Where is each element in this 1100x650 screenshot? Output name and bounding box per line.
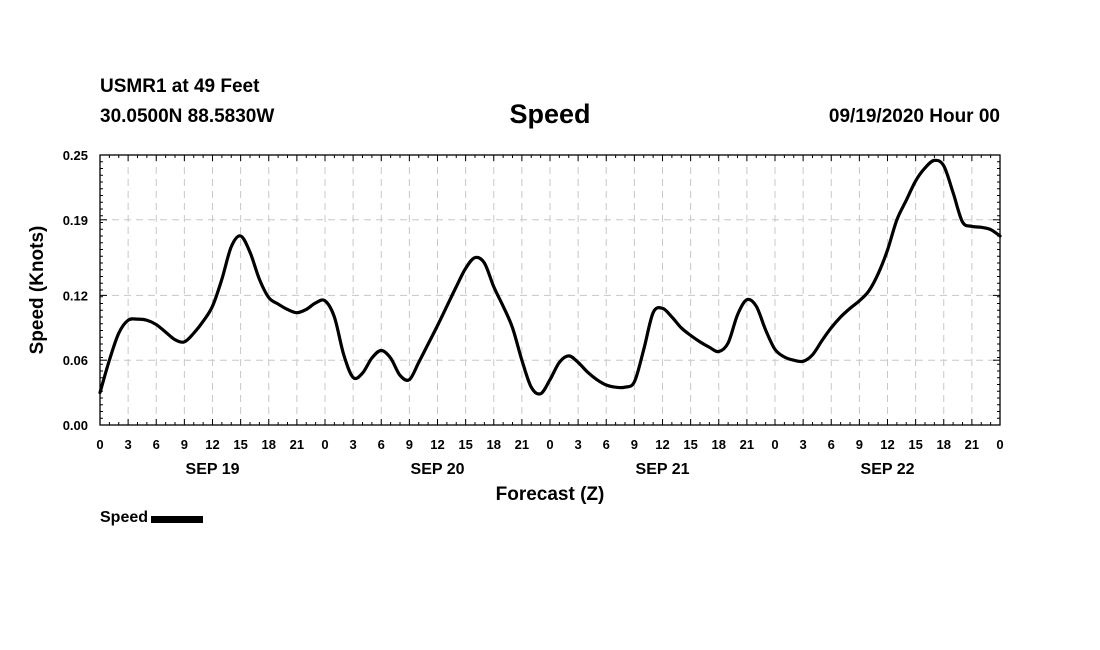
plot-frame — [99, 154, 1001, 426]
y-tick-label: 0.19 — [63, 213, 88, 228]
coordinates-label: 30.0500N 88.5830W — [100, 106, 275, 127]
legend: Speed — [100, 509, 204, 527]
x-tick-label: 3 — [800, 437, 807, 452]
x-tick-label: 12 — [205, 437, 219, 452]
x-tick-label: 0 — [996, 437, 1003, 452]
y-tick-label: 0.00 — [63, 418, 88, 433]
legend-label: Speed — [100, 509, 149, 526]
grid — [100, 155, 1000, 425]
x-tick-label: 6 — [153, 437, 160, 452]
chart-title: Speed — [509, 99, 591, 129]
x-tick-label: 18 — [937, 437, 951, 452]
speed-series-line — [98, 158, 1002, 396]
x-tick-label: 3 — [575, 437, 582, 452]
x-tick-label: 3 — [125, 437, 132, 452]
legend-line-swatch — [151, 516, 204, 523]
x-tick-label: 0 — [546, 437, 553, 452]
x-tick-label: 18 — [262, 437, 276, 452]
day-label: SEP 20 — [411, 461, 465, 478]
x-tick-label: 21 — [515, 437, 529, 452]
x-axis-title: Forecast (Z) — [496, 484, 605, 505]
x-tick-label: 21 — [290, 437, 304, 452]
x-tick-label: 0 — [321, 437, 328, 452]
x-tick-label: 3 — [350, 437, 357, 452]
x-tick-label: 9 — [181, 437, 188, 452]
x-tick-label: 9 — [856, 437, 863, 452]
x-tick-label: 6 — [828, 437, 835, 452]
x-tick-label: 21 — [740, 437, 754, 452]
forecast-datetime: 09/19/2020 Hour 00 — [828, 106, 1000, 127]
x-tick-label: 0 — [771, 437, 778, 452]
x-tick-label: 12 — [430, 437, 444, 452]
x-tick-label: 9 — [631, 437, 638, 452]
y-tick-label: 0.12 — [63, 288, 88, 303]
x-tick-label: 21 — [965, 437, 979, 452]
x-tick-label: 0 — [96, 437, 103, 452]
x-tick-label: 12 — [880, 437, 894, 452]
x-tick-label: 12 — [655, 437, 669, 452]
x-tick-label: 18 — [487, 437, 501, 452]
x-tick-label: 18 — [712, 437, 726, 452]
station-label: USMR1 at 49 Feet — [100, 76, 260, 97]
x-tick-label: 9 — [406, 437, 413, 452]
axis-labels: 0 3 6 9 12 15 18 21 0 3 6 9 12 15 18 21 0 3 6 9 12 15 18 21 0 3 6 9… — [63, 148, 1004, 478]
x-tick-label: 15 — [458, 437, 472, 452]
y-tick-label: 0.06 — [63, 353, 88, 368]
x-tick-label: 6 — [603, 437, 610, 452]
x-tick-label: 15 — [683, 437, 697, 452]
y-tick-label: 0.25 — [63, 148, 88, 163]
day-label: SEP 19 — [186, 461, 240, 478]
day-label: SEP 21 — [636, 461, 690, 478]
day-label: SEP 22 — [861, 461, 915, 478]
y-axis-title: Speed (Knots) — [27, 226, 48, 355]
x-tick-label: 6 — [378, 437, 385, 452]
series-layer — [98, 158, 1002, 396]
x-tick-label: 15 — [233, 437, 247, 452]
x-tick-label: 15 — [908, 437, 922, 452]
